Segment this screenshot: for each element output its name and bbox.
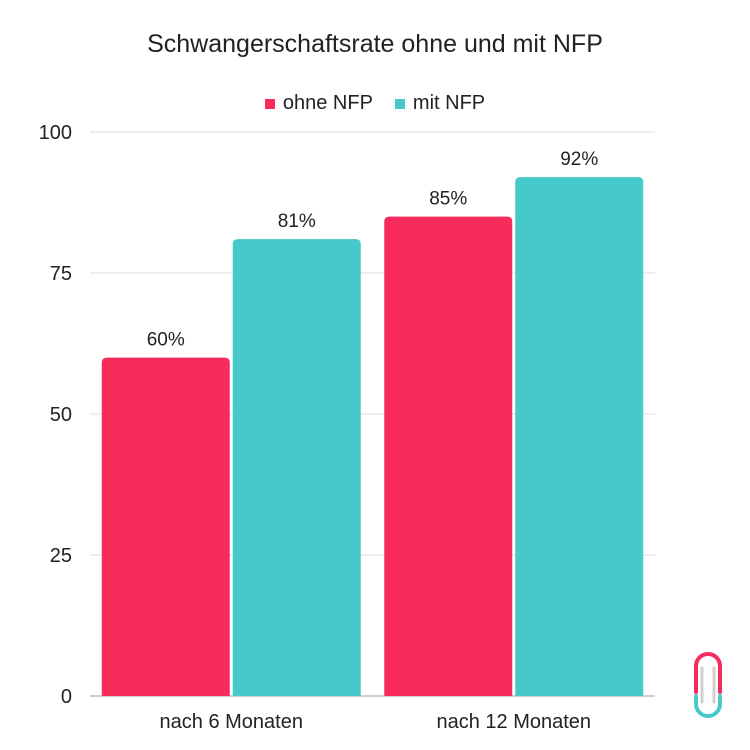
x-tick-label: nach 12 Monaten [436, 711, 591, 733]
bar-mit-nfp [515, 177, 644, 696]
data-label: 85% [429, 189, 467, 210]
paperclip-logo-icon [694, 652, 722, 718]
legend-item-ohne-nfp: ohne NFP [264, 92, 373, 115]
chart-legend: ohne NFP mit NFP [0, 92, 750, 115]
legend-label-ohne-nfp: ohne NFP [282, 92, 373, 114]
bar-ohne-nfp [101, 357, 230, 696]
legend-swatch-mit-nfp [394, 98, 405, 109]
legend-label-mit-nfp: mit NFP [412, 92, 486, 114]
chart-title: Schwangerschaftsrate ohne und mit NFP [147, 30, 603, 58]
y-tick-label: 75 [50, 263, 72, 285]
y-tick-label: 100 [39, 122, 72, 144]
legend-swatch-ohne-nfp [264, 98, 275, 109]
data-label: 60% [147, 330, 185, 351]
data-label: 92% [560, 149, 598, 170]
data-label: 81% [278, 211, 316, 232]
bar-mit-nfp [232, 239, 361, 696]
y-tick-label: 25 [50, 545, 72, 567]
y-tick-label: 0 [61, 686, 72, 708]
y-tick-label: 50 [50, 404, 72, 426]
bar-ohne-nfp [384, 216, 513, 696]
x-tick-label: nach 6 Monaten [160, 711, 303, 733]
legend-item-mit-nfp: mit NFP [394, 92, 486, 115]
